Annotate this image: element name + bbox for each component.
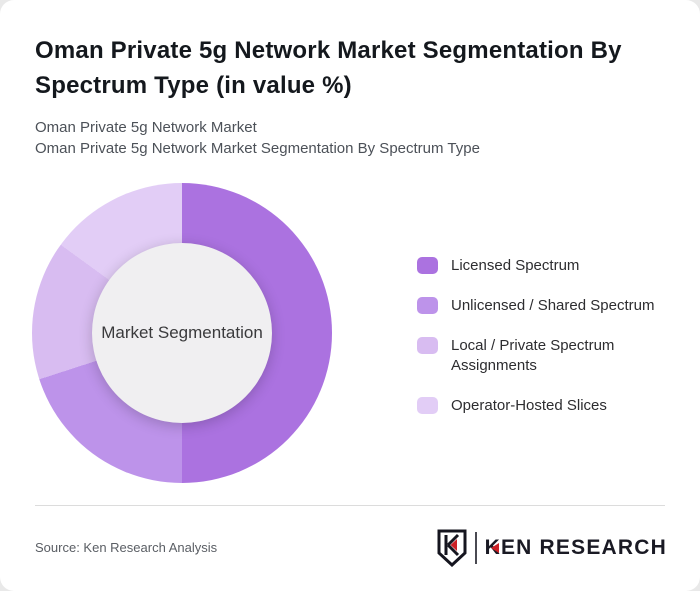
donut-center-label: Market Segmentation [101, 323, 263, 342]
ken-research-logo: KEN RESEARCH [437, 529, 667, 567]
ken-shield-icon [437, 529, 467, 567]
legend: Licensed Spectrum Unlicensed / Shared Sp… [417, 256, 665, 436]
chart-subtitle: Oman Private 5g Network Market Oman Priv… [35, 117, 665, 159]
footer: Source: Ken Research Analysis KEN RESEAR… [0, 505, 700, 591]
source-note: Source: Ken Research Analysis [35, 540, 218, 555]
chart-title: Oman Private 5g Network Market Segmentat… [35, 37, 622, 99]
legend-item-licensed-spectrum: Licensed Spectrum [417, 256, 665, 276]
logo-brand-text: KEN RESEARCH [484, 535, 667, 559]
legend-swatch-local-private [417, 337, 438, 354]
legend-swatch-unlicensed [417, 297, 438, 314]
subtitle-line-1: Oman Private 5g Network Market [35, 119, 257, 136]
legend-label-operator-hosted: Operator-Hosted Slices [451, 397, 607, 414]
legend-label-local-private: Local / Private Spectrum Assignments [451, 337, 615, 374]
donut-chart-area: Market Segmentation Licensed Spectrum Un… [0, 159, 700, 505]
footer-row: Source: Ken Research Analysis KEN RESEAR… [0, 505, 700, 590]
legend-swatch-licensed [417, 257, 438, 274]
donut-center: Market Segmentation [92, 243, 272, 423]
legend-item-operator-hosted-slices: Operator-Hosted Slices [417, 396, 665, 416]
logo-red-triangle-icon [490, 542, 499, 553]
logo-separator [474, 531, 477, 564]
legend-swatch-operator-hosted [417, 397, 438, 414]
subtitle-line-2: Oman Private 5g Network Market Segmentat… [35, 140, 480, 157]
footer-divider [35, 505, 665, 506]
legend-item-unlicensed-shared-spectrum: Unlicensed / Shared Spectrum [417, 296, 665, 316]
legend-item-local-private-spectrum: Local / Private Spectrum Assignments [417, 336, 665, 376]
legend-label-unlicensed: Unlicensed / Shared Spectrum [451, 297, 655, 314]
legend-label-licensed: Licensed Spectrum [451, 257, 580, 274]
donut-ring: Market Segmentation [32, 183, 332, 483]
